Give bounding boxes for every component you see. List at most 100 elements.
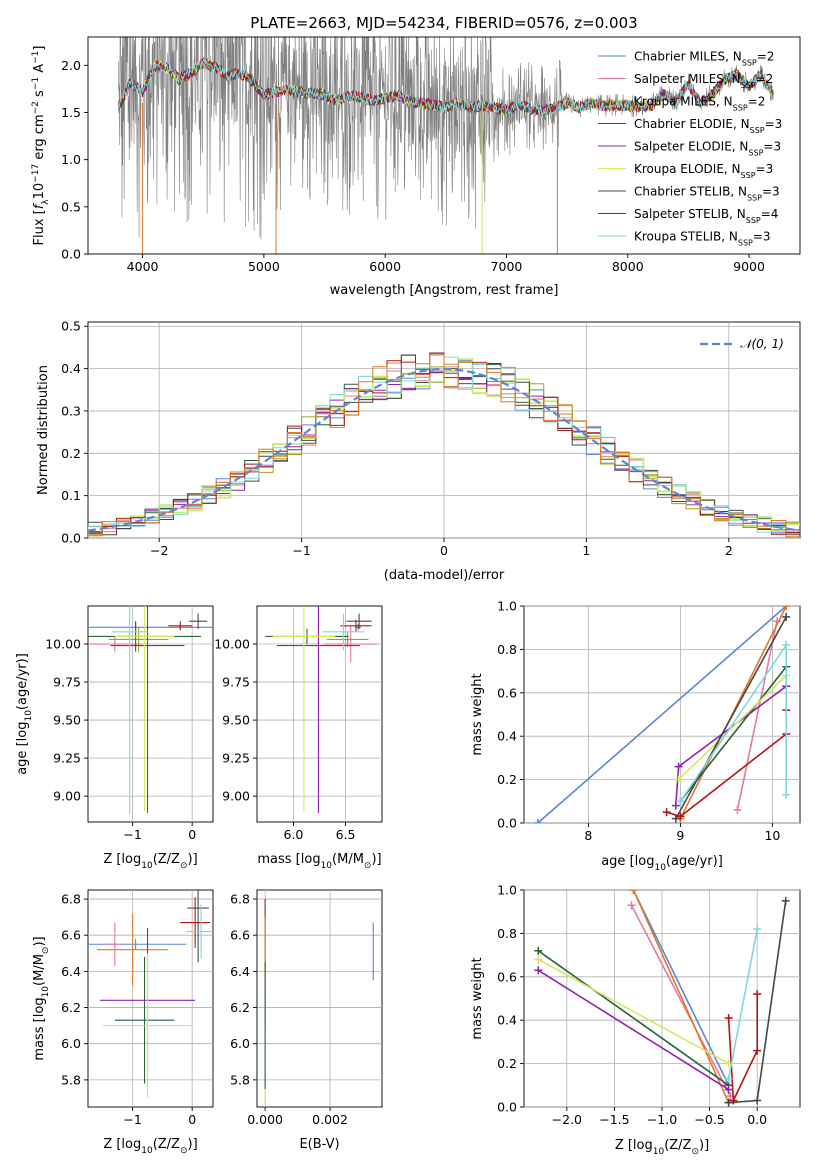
y-tick-label: 0.2 (497, 1056, 517, 1071)
y-tick-label: 9.50 (53, 713, 81, 728)
x-tick-label: 6000 (369, 259, 401, 274)
x-tick-label: −0.5 (694, 1112, 724, 1127)
errorbar-data (88, 890, 213, 1098)
y-tick-label: 6.4 (61, 964, 81, 979)
age-vs-metallicity-panel: −1 0 9.00 9.25 9.50 9.75 10.00 Z [log10(Z/Z⊙)] a… (15, 605, 214, 871)
x-tick-label: 1 (582, 543, 590, 558)
weight-data (533, 606, 791, 823)
x-axis-label: wavelength [Angstrom, rest frame] (330, 283, 559, 298)
weight-point-marker (729, 1096, 738, 1105)
y-tick-label: 9.50 (222, 713, 250, 728)
legend-entry: 𝒩(0, 1) (740, 337, 784, 351)
x-tick-label: 10 (764, 828, 780, 843)
spectrum-panel: 4000 5000 6000 7000 8000 9000 0.0 0.5 1.0 1.5 2.0 P… (31, 14, 801, 298)
x-tick-label: 4000 (127, 259, 159, 274)
x-tick-label: 2 (725, 543, 733, 558)
y-tick-label: 6.8 (61, 892, 81, 907)
legend-entry: Kroupa ELODIE, NSSP=3 (634, 162, 773, 180)
mass-vs-metallicity-panel: −1 0 5.8 6.0 6.2 6.4 6.6 6.8 Z [log10(Z/Z⊙)] mass… (32, 889, 214, 1156)
x-tick-label: 0.000 (247, 1112, 283, 1127)
y-axis-label: Normed distribution (36, 365, 51, 495)
weight-series-line (537, 969, 730, 1091)
y-tick-label: 9.25 (222, 751, 250, 766)
weight-point-marker (753, 925, 762, 934)
axes-frame (87, 889, 214, 1108)
weight-point-marker (676, 812, 685, 821)
axes-frame (256, 889, 383, 1108)
x-axis-label: age [log10(age/yr)] (601, 854, 723, 873)
errorbar-data (88, 606, 213, 815)
weight-point-marker (781, 896, 790, 905)
weight-point-marker (724, 1014, 733, 1023)
weight-series-line (632, 890, 730, 1104)
y-tick-label: 0.0 (497, 816, 517, 831)
weight-series-line (632, 890, 730, 1086)
weight-point-marker (724, 1085, 733, 1094)
weight-point-marker (534, 955, 543, 964)
legend-entry: Chabrier STELIB, NSSP=3 (634, 185, 780, 203)
weight-series-line (675, 616, 787, 820)
x-axis-label: Z [log10(Z/Z⊙)] (615, 1138, 709, 1157)
y-tick-label: 0.6 (497, 685, 517, 700)
legend-entry: Chabrier ELODIE, NSSP=3 (634, 117, 782, 135)
weight-point-marker (629, 890, 638, 894)
errorbar-data (264, 899, 374, 1098)
y-tick-label: 10.00 (214, 637, 250, 652)
y-tick-label: 1.0 (497, 883, 517, 898)
x-tick-label: 0.002 (312, 1112, 348, 1127)
weight-point-marker (674, 762, 683, 771)
weight-series-line (537, 606, 787, 823)
chart-title: PLATE=2663, MJD=54234, FIBERID=0576, z=0… (250, 14, 637, 32)
y-tick-label: 0.4 (497, 1013, 517, 1028)
y-tick-label: 6.2 (61, 1000, 81, 1015)
y-tick-label: 6.0 (230, 1036, 250, 1051)
histogram-series-step (88, 354, 800, 538)
y-tick-label: 6.4 (230, 964, 250, 979)
axes-frame (87, 36, 801, 255)
histogram-data (88, 352, 800, 538)
x-tick-label: −1.0 (647, 1112, 677, 1127)
x-axis-label: mass [log10(M/M⊙)] (257, 852, 381, 871)
weight-point-marker (534, 966, 543, 975)
x-tick-label: −1 (123, 827, 141, 842)
x-axis-label: E(B-V) (299, 1137, 339, 1152)
legend-entry: Salpeter STELIB, NSSP=4 (634, 207, 778, 225)
model-spectrum-line (117, 58, 774, 116)
mass-vs-extinction-panel: 0.000 0.002 5.8 6.0 6.2 6.4 6.6 6.8 E(B-V) (230, 889, 383, 1152)
y-tick-label: 0.4 (497, 729, 517, 744)
model-spectrum-line (117, 58, 774, 116)
y-tick-label: 6.2 (230, 1000, 250, 1015)
y-tick-label: 5.8 (230, 1072, 250, 1087)
x-axis-label: Z [log10(Z/Z⊙)] (103, 852, 197, 871)
x-tick-label: 8 (584, 828, 592, 843)
y-axis-label: mass [log10(M/M⊙)] (32, 936, 51, 1060)
y-tick-label: 9.25 (53, 751, 81, 766)
x-tick-label: 0 (188, 1112, 196, 1127)
weight-series-line (679, 642, 787, 802)
x-tick-label: 6.5 (336, 827, 356, 842)
y-tick-label: 1.5 (61, 105, 81, 120)
weight-series-line (678, 674, 787, 781)
weight-point-marker (534, 946, 543, 955)
y-tick-label: 0.3 (61, 403, 81, 418)
weight-series-line (537, 950, 730, 1086)
weight-series-line (630, 904, 732, 1097)
weight-series-line (537, 958, 729, 1065)
legend-entry: Salpeter ELODIE, NSSP=3 (634, 140, 781, 158)
weight-point-marker (782, 606, 791, 610)
y-tick-label: 0.2 (497, 772, 517, 787)
y-tick-label: 0.1 (61, 488, 81, 503)
legend-entry: Kroupa STELIB, NSSP=3 (634, 230, 771, 248)
x-tick-label: 9000 (733, 259, 765, 274)
axes-frame (256, 605, 383, 823)
y-tick-label: 6.6 (61, 928, 81, 943)
weight-series-line (736, 621, 778, 811)
x-tick-label: −1 (123, 1112, 141, 1127)
weight-point-marker (671, 814, 680, 823)
weight-point-marker (733, 805, 742, 814)
x-tick-label: 8000 (612, 259, 644, 274)
y-tick-label: 1.0 (497, 599, 517, 614)
age-vs-mass-panel: 6.0 6.5 9.00 9.25 9.50 9.75 10.00 mass [log10(M… (214, 605, 383, 871)
weight-point-marker (724, 1098, 733, 1107)
weight-series-line (727, 928, 758, 1079)
